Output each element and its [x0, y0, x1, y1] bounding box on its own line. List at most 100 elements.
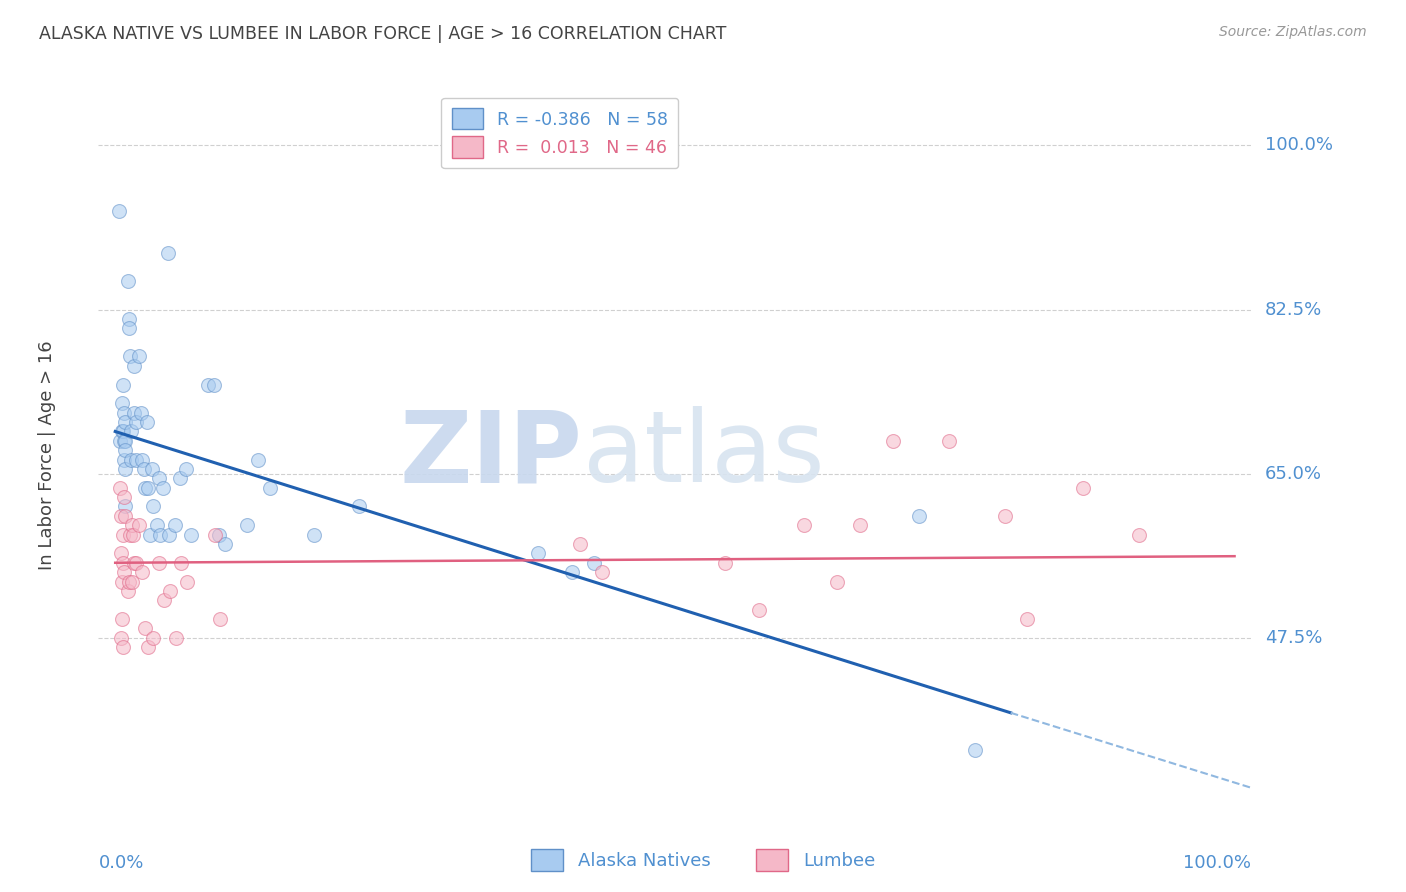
Point [180, 527, 202, 541]
Point [131, 565, 153, 579]
Point [112, 565, 135, 579]
Point [908, 508, 931, 523]
Point [169, 471, 191, 485]
Point [209, 612, 232, 626]
Point [121, 518, 143, 533]
Point [170, 556, 193, 570]
Text: In Labor Force | Age > 16: In Labor Force | Age > 16 [38, 340, 56, 570]
Point [112, 556, 135, 570]
Point [114, 443, 136, 458]
Point [825, 574, 848, 589]
Legend: R = -0.386   N = 58, R =  0.013   N = 46: R = -0.386 N = 58, R = 0.013 N = 46 [441, 98, 678, 168]
Point [142, 631, 165, 645]
Point [963, 743, 986, 757]
Point [129, 406, 152, 420]
Point [148, 556, 170, 570]
Point [163, 518, 186, 533]
Point [108, 434, 131, 448]
Point [176, 574, 198, 589]
Point [561, 565, 583, 579]
Point [114, 500, 136, 514]
Point [165, 631, 187, 645]
Point [125, 415, 148, 429]
Point [208, 527, 231, 541]
Point [107, 204, 129, 219]
Point [122, 556, 145, 570]
Point [136, 481, 159, 495]
Text: 82.5%: 82.5% [1265, 301, 1323, 318]
Text: ALASKA NATIVE VS LUMBEE IN LABOR FORCE | AGE > 16 CORRELATION CHART: ALASKA NATIVE VS LUMBEE IN LABOR FORCE |… [39, 25, 727, 43]
Point [714, 556, 737, 570]
Point [118, 350, 141, 364]
Point [114, 415, 136, 429]
Point [994, 508, 1017, 523]
Point [118, 527, 141, 541]
Point [131, 452, 153, 467]
Point [114, 434, 136, 448]
Point [139, 527, 162, 541]
Point [568, 537, 591, 551]
Point [145, 518, 167, 533]
Point [527, 546, 550, 560]
Point [202, 377, 225, 392]
Point [938, 434, 960, 448]
Text: atlas: atlas [582, 407, 824, 503]
Point [114, 508, 136, 523]
Point [197, 377, 219, 392]
Point [748, 602, 770, 616]
Point [159, 583, 181, 598]
Point [304, 527, 326, 541]
Point [134, 621, 156, 635]
Point [117, 275, 139, 289]
Point [236, 518, 259, 533]
Point [112, 377, 135, 392]
Point [156, 246, 179, 260]
Legend: Alaska Natives, Lumbee: Alaska Natives, Lumbee [524, 842, 882, 879]
Point [114, 462, 136, 476]
Point [122, 406, 145, 420]
Point [120, 425, 142, 439]
Point [848, 518, 870, 533]
Point [112, 434, 135, 448]
Point [134, 462, 156, 476]
Point [1073, 481, 1095, 495]
Point [136, 640, 159, 655]
Point [111, 396, 134, 410]
Point [259, 481, 281, 495]
Point [142, 500, 165, 514]
Point [148, 471, 170, 485]
Point [149, 527, 172, 541]
Point [117, 321, 139, 335]
Point [591, 565, 613, 579]
Text: 100.0%: 100.0% [1265, 136, 1333, 154]
Point [111, 425, 134, 439]
Point [112, 640, 135, 655]
Point [152, 481, 174, 495]
Point [134, 481, 156, 495]
Point [112, 527, 135, 541]
Point [204, 527, 226, 541]
Point [112, 452, 135, 467]
Point [141, 462, 163, 476]
Point [120, 452, 142, 467]
Point [125, 556, 148, 570]
Point [214, 537, 236, 551]
Point [108, 481, 131, 495]
Point [112, 490, 135, 504]
Point [174, 462, 197, 476]
Text: 100.0%: 100.0% [1184, 854, 1251, 871]
Point [128, 518, 150, 533]
Point [125, 452, 148, 467]
Point [135, 415, 157, 429]
Point [122, 359, 145, 373]
Point [793, 518, 815, 533]
Point [128, 350, 150, 364]
Text: ZIP: ZIP [399, 407, 582, 503]
Point [347, 500, 370, 514]
Point [117, 583, 139, 598]
Text: 65.0%: 65.0% [1265, 465, 1322, 483]
Point [112, 406, 135, 420]
Point [247, 452, 270, 467]
Point [117, 574, 139, 589]
Point [111, 574, 134, 589]
